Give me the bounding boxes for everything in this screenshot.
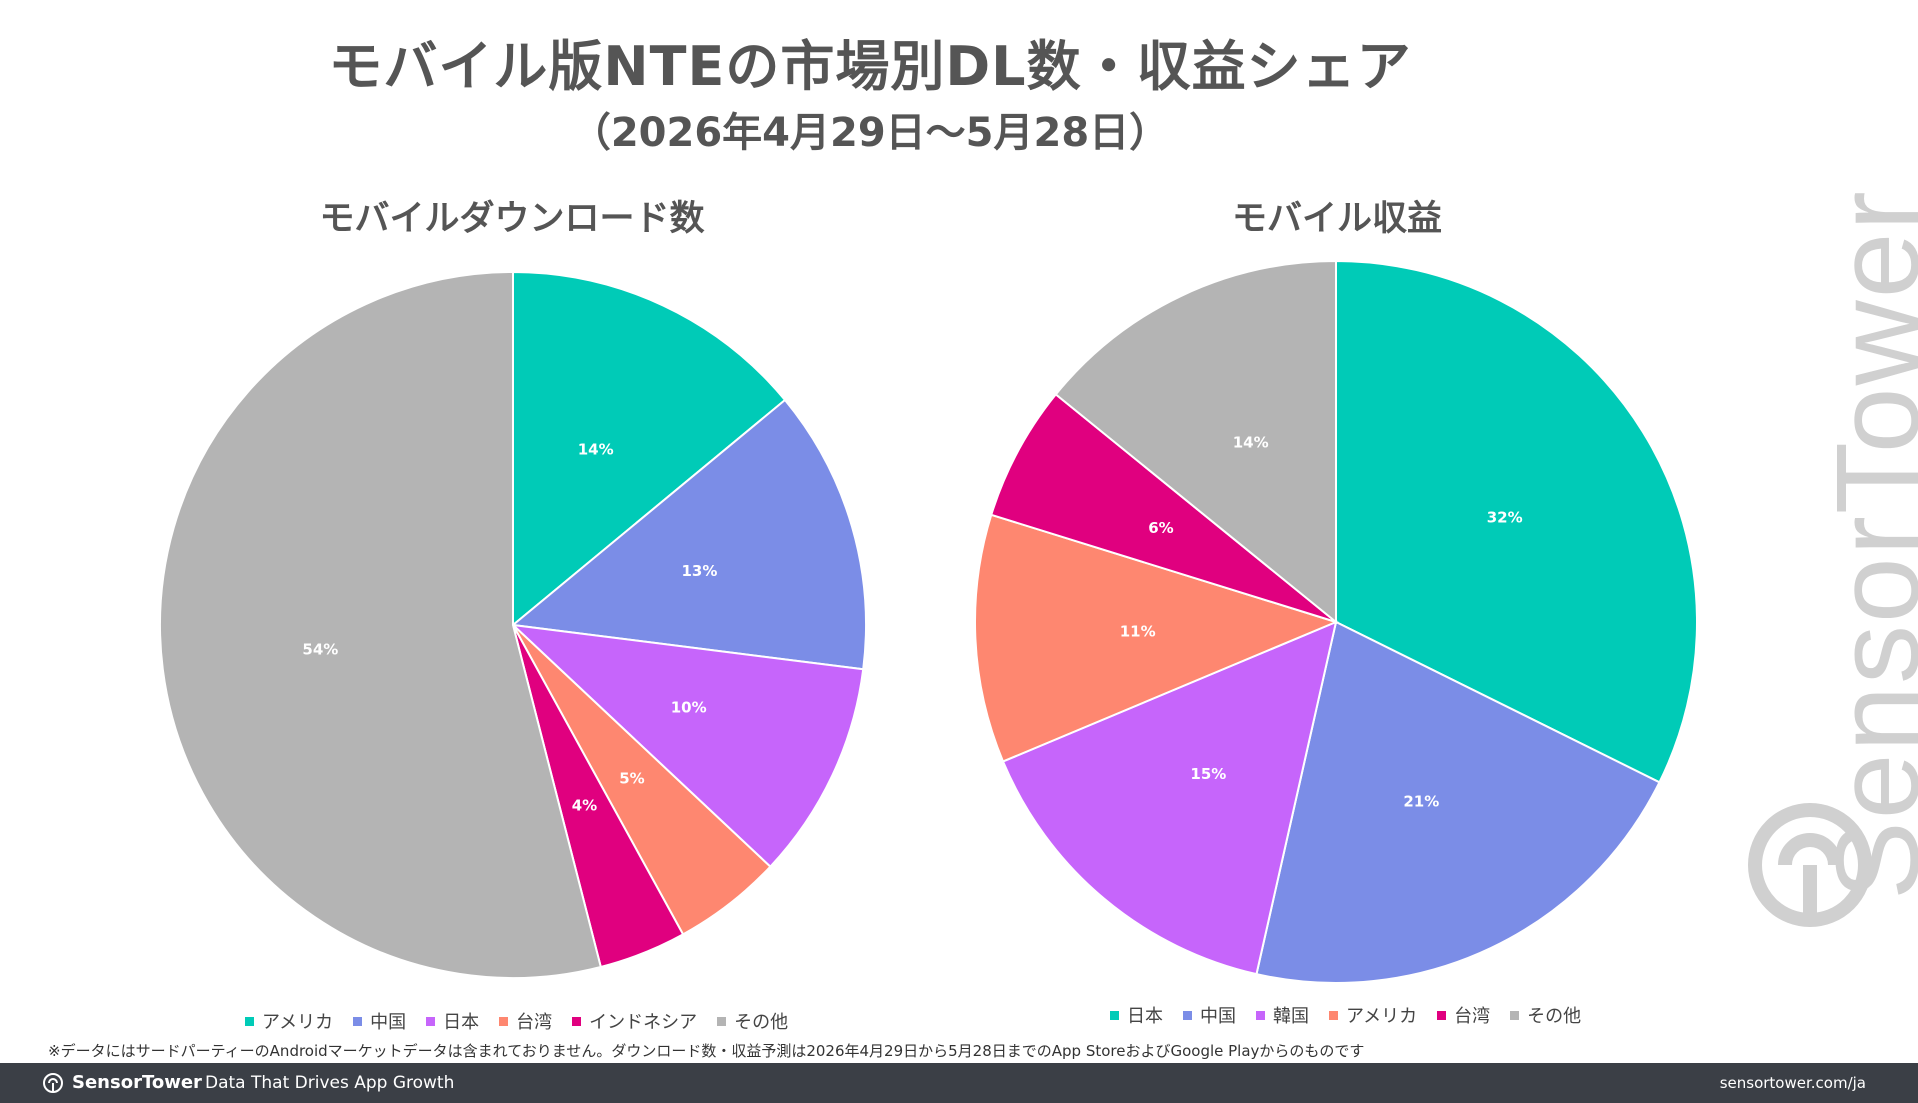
legend-label: アメリカ xyxy=(1346,1006,1418,1027)
revenue-chart-title: モバイル収益 xyxy=(1231,199,1442,239)
pie-slice-0-2 xyxy=(510,623,865,869)
pie-slice-1-1 xyxy=(1255,620,1661,984)
pie-data-label-0-5: 54% xyxy=(302,640,338,658)
pie-data-label-0-1: 13% xyxy=(681,562,717,580)
pie-data-label-0-0: 14% xyxy=(578,440,614,458)
main-subtitle: （2026年4月29日～5月28日） xyxy=(570,110,1170,156)
pie-data-label-0-3: 5% xyxy=(619,769,644,787)
legend-swatch xyxy=(426,1016,436,1026)
sensortower-logo-icon xyxy=(1748,803,1872,927)
legend-item-0-0: アメリカ xyxy=(245,1008,333,1034)
pie-data-label-1-2: 15% xyxy=(1190,765,1226,783)
legend-label: 台湾 xyxy=(1454,1006,1491,1027)
footer-brand: SensorTower xyxy=(72,1072,202,1093)
pie-data-label-1-4: 6% xyxy=(1148,519,1173,537)
pie-data-label-0-4: 4% xyxy=(572,797,597,815)
sensortower-logo-icon xyxy=(43,1073,63,1093)
legend-swatch xyxy=(1110,1010,1119,1020)
legend-item-0-2: 日本 xyxy=(426,1008,479,1034)
legend-item-0-5: その他 xyxy=(717,1008,788,1034)
pie-data-label-0-2: 10% xyxy=(671,699,707,717)
footer-url[interactable]: sensortower.com/ja xyxy=(1719,1074,1866,1092)
legend-label: その他 xyxy=(734,1012,789,1033)
legend-label: 日本 xyxy=(443,1012,480,1033)
sensortower-watermark: SensorTower xyxy=(1745,140,1918,970)
pie-slice-1-3 xyxy=(974,513,1339,763)
legend-swatch xyxy=(1329,1010,1338,1020)
revenue-legend: 日本 中国 韓国 アメリカ 台湾 その他 xyxy=(1110,1002,1581,1028)
legend-label: 台湾 xyxy=(516,1012,553,1033)
legend-item-1-2: 韓国 xyxy=(1256,1002,1309,1028)
pie-slice-1-2 xyxy=(1001,620,1338,976)
legend-item-1-5: その他 xyxy=(1510,1002,1581,1028)
legend-label: 中国 xyxy=(370,1012,407,1033)
pie-data-label-1-0: 32% xyxy=(1487,508,1523,526)
legend-label: 中国 xyxy=(1200,1006,1236,1027)
footer-bar: SensorTower Data That Drives App Growth … xyxy=(0,1063,1918,1103)
pie-slice-1-4 xyxy=(990,392,1337,623)
footnote: ※データにはサードパーティーのAndroidマーケットデータは含まれておりません… xyxy=(48,1042,1365,1060)
legend-swatch xyxy=(245,1016,254,1026)
legend-item-0-3: 台湾 xyxy=(499,1008,552,1034)
legend-label: インドネシア xyxy=(589,1012,698,1033)
legend-swatch xyxy=(1183,1010,1192,1020)
legend-swatch xyxy=(572,1016,582,1026)
pie-slice-1-0 xyxy=(1335,259,1698,784)
legend-swatch xyxy=(717,1016,727,1026)
legend-item-0-4: インドネシア xyxy=(572,1008,697,1034)
legend-label: その他 xyxy=(1527,1006,1582,1027)
pie-data-label-1-3: 11% xyxy=(1120,622,1156,640)
legend-item-1-3: アメリカ xyxy=(1329,1002,1417,1028)
pie-slice-0-0 xyxy=(512,270,787,628)
downloads-legend: アメリカ 中国 日本 台湾 インドネシア その他 xyxy=(245,1008,788,1034)
downloads-chart-title: モバイルダウンロード数 xyxy=(319,199,705,239)
pie-slice-0-1 xyxy=(510,398,867,671)
legend-swatch xyxy=(353,1016,363,1026)
legend-label: 日本 xyxy=(1127,1006,1163,1027)
main-title: モバイル版NTEの市場別DL数・収益シェア xyxy=(328,35,1412,98)
legend-item-1-0: 日本 xyxy=(1110,1002,1163,1028)
pie-slice-0-5 xyxy=(159,270,603,979)
legend-swatch xyxy=(1437,1010,1447,1020)
pie-data-label-1-1: 21% xyxy=(1403,792,1439,810)
legend-item-1-4: 台湾 xyxy=(1437,1002,1490,1028)
watermark-text: SensorTower xyxy=(1812,189,1918,900)
legend-swatch xyxy=(1256,1010,1265,1020)
pie-slice-1-5 xyxy=(1054,259,1337,625)
legend-item-1-1: 中国 xyxy=(1183,1002,1236,1028)
legend-label: アメリカ xyxy=(262,1012,334,1033)
footer-tagline: Data That Drives App Growth xyxy=(205,1073,455,1093)
pie-data-label-1-5: 14% xyxy=(1233,434,1269,452)
legend-item-0-1: 中国 xyxy=(353,1008,406,1034)
legend-swatch xyxy=(499,1016,509,1026)
legend-label: 韓国 xyxy=(1273,1006,1309,1027)
legend-swatch xyxy=(1510,1010,1520,1020)
